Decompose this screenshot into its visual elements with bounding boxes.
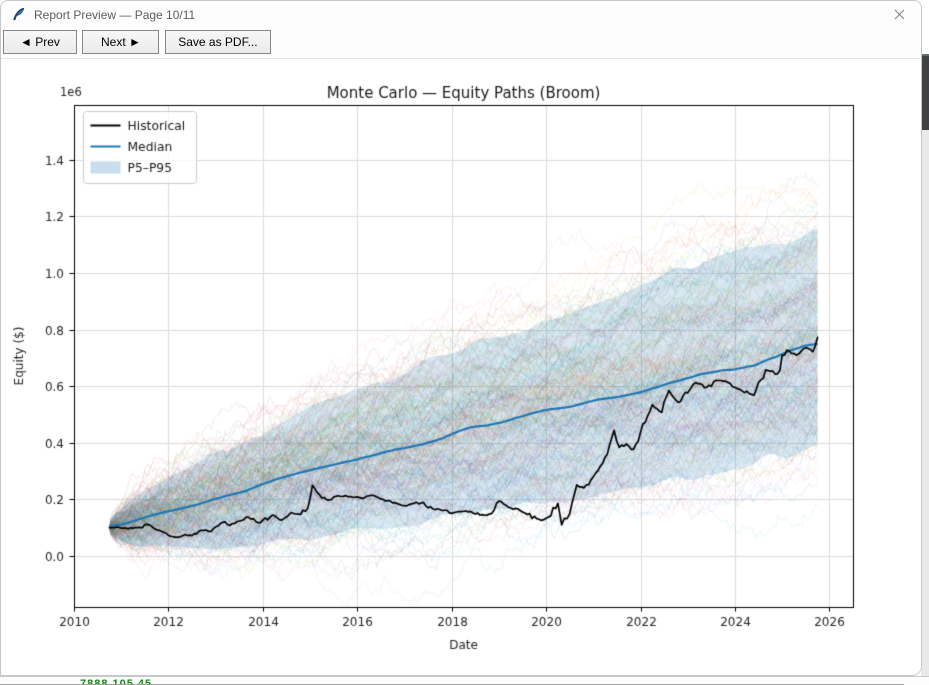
next-button[interactable]: Next ► — [82, 30, 160, 54]
figure-area — [1, 59, 921, 675]
feather-icon — [13, 7, 25, 21]
save-as-pdf-button[interactable]: Save as PDF... — [164, 30, 271, 54]
background-sliver-body — [921, 130, 929, 685]
prev-button[interactable]: ◄ Prev — [3, 30, 77, 54]
background-sliver-top — [921, 0, 929, 54]
background-window-text: 7888 105 45 — [80, 678, 153, 685]
background-sliver-dark-panel — [921, 54, 929, 130]
window-title: Report Preview — Page 10/11 — [34, 7, 196, 22]
background-window-right-sliver — [921, 0, 929, 685]
background-window-strip: 7888 105 45 — [0, 676, 929, 685]
close-icon — [894, 9, 904, 20]
monte-carlo-chart-canvas — [1, 59, 921, 675]
titlebar[interactable]: Report Preview — Page 10/11 — [1, 1, 921, 28]
report-preview-window: Report Preview — Page 10/11 ◄ Prev Next … — [0, 0, 922, 676]
toolbar: ◄ Prev Next ► Save as PDF... — [1, 28, 921, 59]
close-button[interactable] — [877, 1, 921, 28]
